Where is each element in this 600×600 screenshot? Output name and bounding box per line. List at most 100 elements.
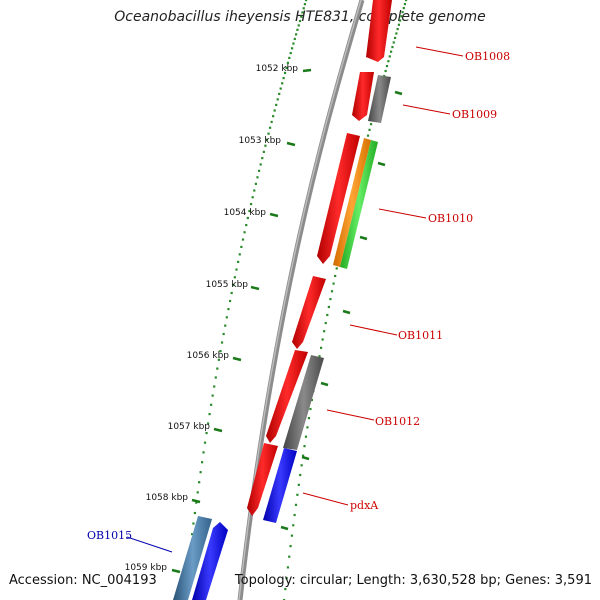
- gene-feature-ob1009[interactable]: [352, 72, 391, 123]
- minor-tick-dot: [323, 330, 326, 333]
- tick-label: 1057 kbp: [168, 422, 211, 432]
- minor-tick-dot: [205, 431, 208, 435]
- minor-tick-dot: [306, 426, 309, 429]
- minor-tick-dot: [268, 126, 272, 129]
- kbp-tick-1052: 1052 kbp: [256, 64, 312, 74]
- minor-tick-dot: [216, 367, 219, 370]
- minor-tick-dot: [335, 267, 338, 270]
- minor-tick-dot: [392, 41, 395, 44]
- gene-feature-ob1011[interactable]: [292, 276, 326, 349]
- minor-tick-dot: [279, 87, 282, 90]
- minor-tick-dot: [238, 253, 241, 256]
- minor-tick-dot: [326, 313, 329, 317]
- minor-tick-dot: [259, 163, 262, 166]
- map-title: Oceanobacillus iheyensis HTE831, complet…: [114, 9, 486, 25]
- minor-tick-dot: [243, 231, 246, 234]
- minor-tick-dot: [309, 407, 312, 411]
- minor-tick-dot: [264, 144, 267, 147]
- minor-tick-dot: [293, 37, 296, 41]
- minor-tick-dot: [285, 577, 288, 580]
- gene-feature-ob1012[interactable]: [266, 350, 324, 450]
- kbp-tick-1053: 1053 kbp: [239, 136, 296, 147]
- minor-tick-dot: [303, 445, 306, 448]
- gene-label-ob1010[interactable]: OB1010: [428, 212, 473, 225]
- minor-tick-dot: [403, 2, 407, 6]
- minor-tick-dot: [299, 473, 302, 477]
- leader-lines: [126, 46, 464, 553]
- minor-tick-dot: [289, 51, 292, 55]
- tick-label: 1055 kbp: [206, 280, 249, 290]
- minor-tick-dot: [303, 3, 307, 6]
- minor-tick-dot: [283, 71, 287, 75]
- minor-tick-dot: [294, 503, 298, 506]
- minor-tick-dot: [282, 76, 285, 80]
- minor-tick-dot: [297, 24, 300, 27]
- minor-tick-dot: [388, 55, 391, 58]
- minor-tick-dot: [402, 6, 405, 10]
- gene-feature-ob1010[interactable]: [317, 133, 378, 269]
- minor-tick-dot: [235, 268, 238, 271]
- minor-tick-dot: [318, 355, 321, 358]
- minor-tick-dot: [256, 176, 259, 179]
- gene-feature-pdxa[interactable]: [247, 443, 297, 523]
- gene-label-ob1015[interactable]: OB1015: [87, 529, 132, 542]
- minor-tick-dot: [288, 555, 291, 558]
- minor-tick-dot: [198, 481, 201, 484]
- kbp-tick-1059: 1059 kbp: [125, 563, 181, 574]
- minor-tick-dot: [200, 461, 204, 464]
- tick-label: 1052 kbp: [256, 64, 299, 74]
- minor-tick-dot: [292, 42, 295, 45]
- kbp-tick-1057: 1057 kbp: [168, 422, 223, 433]
- gene-label-ob1009[interactable]: OB1009: [452, 108, 497, 121]
- minor-tick-dot: [225, 316, 228, 319]
- minor-tick-dot: [276, 98, 279, 101]
- minor-tick-dot: [199, 471, 202, 474]
- minor-tick-dot: [262, 150, 265, 153]
- minor-tick-dot: [217, 358, 220, 361]
- genome-backbone: [237, 0, 365, 600]
- minor-tick-dot: [233, 276, 236, 279]
- kbp-tick-1054: 1054 kbp: [224, 208, 279, 218]
- minor-tick-dot: [324, 321, 327, 325]
- gene-feature-ob1008[interactable]: [366, 0, 392, 62]
- minor-tick-dot: [387, 60, 390, 63]
- minor-tick-dot: [301, 11, 304, 14]
- minor-tick-dot: [192, 522, 195, 525]
- minor-tick-dot: [265, 138, 269, 141]
- gene-feature-ob1015[interactable]: [173, 516, 228, 600]
- minor-tick-dot: [301, 454, 305, 457]
- minor-tick-dot: [290, 534, 293, 537]
- minor-tick-dot: [286, 61, 290, 64]
- minor-tick-dot: [304, 435, 308, 438]
- minor-tick-dot: [305, 0, 308, 2]
- minor-tick-dot: [278, 92, 281, 96]
- minor-tick-dot: [214, 376, 217, 379]
- kbp-tick-1055: 1055 kbp: [206, 280, 260, 291]
- minor-tick-dot: [385, 64, 389, 68]
- tick-label: 1056 kbp: [187, 351, 230, 361]
- minor-tick-dot: [366, 134, 370, 137]
- gene-label-pdxa[interactable]: pdxA: [350, 499, 379, 512]
- minor-tick-dot: [310, 398, 314, 402]
- minor-tick-dot: [289, 545, 292, 548]
- minor-tick-dot: [211, 394, 214, 397]
- minor-tick-dot: [393, 36, 397, 40]
- minor-tick-dot: [248, 209, 251, 213]
- gene-label-ob1012[interactable]: OB1012: [375, 415, 420, 428]
- outer-minor-ticks: [283, 0, 408, 600]
- minor-tick-dot: [273, 109, 276, 112]
- minor-tick-dot: [329, 297, 332, 301]
- gene-label-ob1008[interactable]: OB1008: [465, 50, 510, 63]
- minor-tick-dot: [253, 189, 256, 192]
- minor-tick-dot: [297, 483, 300, 486]
- gene-label-ob1011[interactable]: OB1011: [398, 329, 443, 342]
- minor-tick-dot: [190, 533, 194, 536]
- minor-tick-dot: [397, 23, 401, 26]
- minor-tick-dot: [224, 324, 227, 327]
- minor-tick-dot: [245, 224, 248, 227]
- minor-tick-dot: [288, 56, 291, 60]
- minor-tick-dot: [241, 238, 245, 241]
- minor-tick-dot: [237, 260, 240, 263]
- minor-tick-dot: [202, 451, 205, 454]
